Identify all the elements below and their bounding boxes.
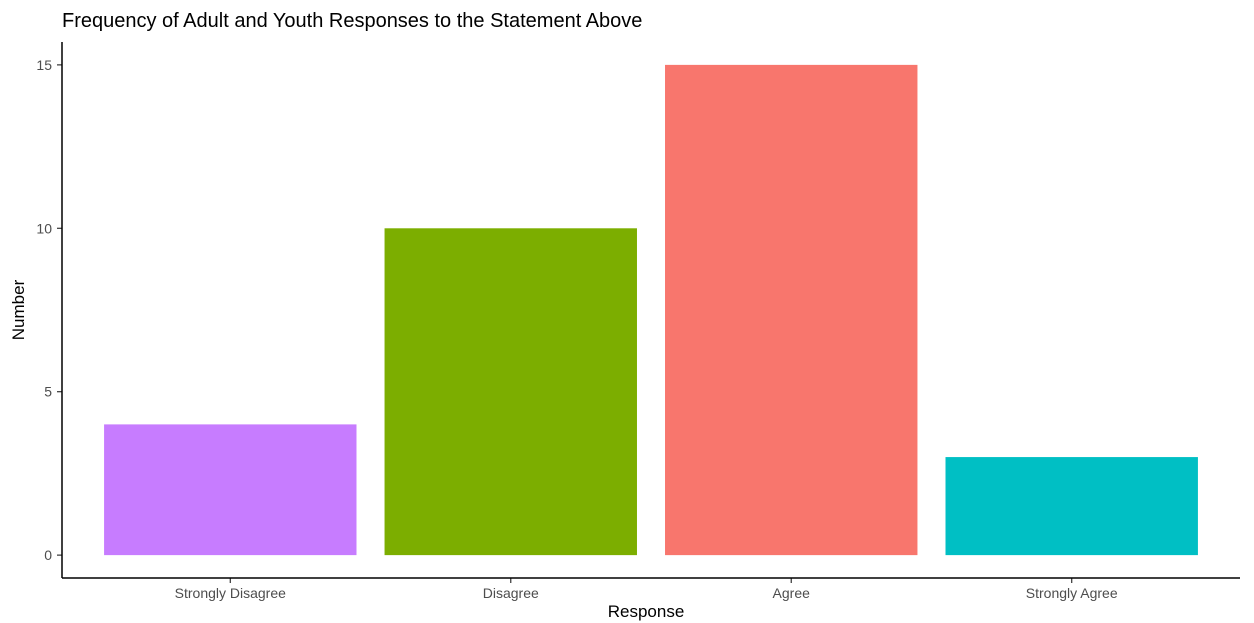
y-tick-label: 0 — [44, 547, 52, 563]
y-tick-label: 5 — [44, 384, 52, 400]
chart-title: Frequency of Adult and Youth Responses t… — [62, 10, 642, 32]
x-tick-label: Agree — [773, 585, 811, 601]
y-axis-ticks: 0 5 10 15 — [36, 57, 62, 563]
y-tick-label: 15 — [36, 57, 52, 73]
x-tick-label: Strongly Agree — [1026, 585, 1118, 601]
bar-strongly-disagree — [104, 424, 357, 556]
bars-layer — [104, 64, 1198, 556]
bar-strongly-agree — [945, 457, 1198, 556]
bar-disagree — [384, 228, 637, 556]
x-tick-label: Strongly Disagree — [175, 585, 286, 601]
y-axis-title: Number — [9, 279, 28, 340]
x-axis-ticks: Strongly Disagree Disagree Agree Strongly A… — [175, 578, 1118, 601]
x-tick-label: Disagree — [483, 585, 539, 601]
bar-agree — [665, 64, 918, 556]
y-tick-label: 10 — [36, 220, 52, 236]
x-axis-title: Response — [608, 602, 685, 621]
